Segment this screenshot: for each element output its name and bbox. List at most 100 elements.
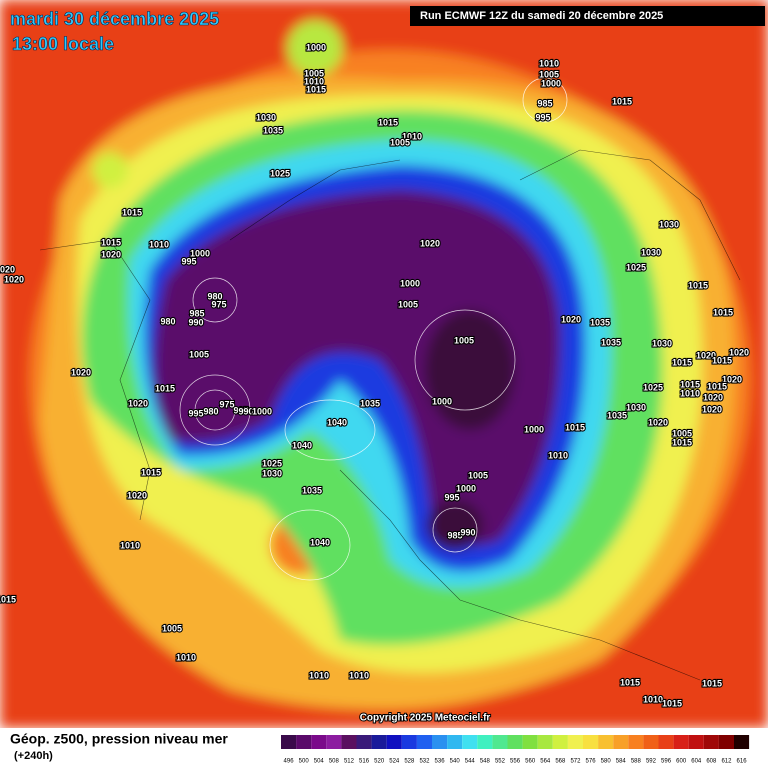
isobar-label: 1005	[398, 299, 418, 309]
coastlines	[39, 149, 741, 681]
colorbar-label: 608	[706, 759, 717, 765]
isobar-label: 1015	[672, 357, 692, 367]
isobar-label: 1020	[420, 238, 440, 248]
colorbar-swatch	[447, 735, 463, 749]
isobar	[284, 399, 376, 461]
run: Run ECMWF 12Z du samedi 20 décembre 2025	[420, 10, 663, 22]
colorbar-swatch	[356, 735, 372, 749]
colorbar-label: 576	[586, 759, 597, 765]
isobar-label: 1015	[620, 677, 640, 687]
isobar-label: 1025	[626, 262, 646, 272]
colorbar-swatch	[673, 735, 689, 749]
isobar-label: 1015	[141, 467, 161, 477]
isobar-label: 1020	[561, 314, 581, 324]
isobar-label: 1030	[641, 247, 661, 257]
isobar-label: 975	[219, 399, 234, 409]
footer-title: Géop. z500, pression niveau mer	[10, 731, 228, 747]
isobar-label: 1005	[162, 623, 182, 633]
date: mardi 30 décembre 2025	[10, 9, 219, 29]
colorbar-label: 564	[540, 759, 551, 765]
isobar-label: 1010	[304, 76, 324, 86]
colorbar-label: 512	[344, 759, 355, 765]
colorbar-swatch	[432, 735, 448, 749]
colorbar-label: 524	[389, 759, 400, 765]
isobar-label: 1005	[672, 428, 692, 438]
isobar-label: 1000	[306, 42, 326, 52]
isobar-label: 1000	[252, 406, 272, 416]
isobar-label: 1020	[696, 350, 716, 360]
colorbar-label: 560	[525, 759, 536, 765]
isobar-label: 1015	[662, 698, 682, 708]
isobar-label: 1010	[643, 694, 663, 704]
isobar-label: 985	[537, 98, 552, 108]
isobar-label: 1020	[128, 398, 148, 408]
colorbar-label: 500	[299, 759, 310, 765]
isobar-label: 1010	[309, 670, 329, 680]
isobar-label: 995	[181, 256, 196, 266]
colorbar-swatch	[296, 735, 312, 749]
colorbar-swatch	[703, 735, 719, 749]
isobar-label: 1035	[590, 317, 610, 327]
isobar-label: 1015	[306, 84, 326, 94]
time: 13:00 locale	[12, 34, 114, 54]
isobar-label: 1015	[680, 379, 700, 389]
isobar-label: 980	[207, 291, 222, 301]
colorbar-label: 536	[435, 759, 446, 765]
colorbar-swatch	[628, 735, 644, 749]
isobar-label: 975	[211, 299, 226, 309]
colorbar-swatch	[567, 735, 583, 749]
isobar-label: 1010	[349, 670, 369, 680]
isobar-label: 1015	[101, 237, 121, 247]
band	[427, 500, 483, 550]
colorbar-label: 516	[359, 759, 370, 765]
isobar	[432, 507, 478, 553]
colorbar-label: 528	[404, 759, 415, 765]
isobar-label: 1015	[702, 678, 722, 688]
isobar	[194, 389, 236, 431]
isobar-label: 995	[535, 112, 550, 122]
isobar-label: 1005	[304, 68, 324, 78]
colorbar-swatch	[643, 735, 659, 749]
colorbar-label: 572	[570, 759, 581, 765]
isobar	[192, 277, 238, 323]
colorbar-label: 540	[450, 759, 461, 765]
colorbar-swatch	[734, 735, 750, 749]
isobar-label: 1000	[190, 248, 210, 258]
colorbar-label: 568	[555, 759, 566, 765]
isobar-label: 1010	[120, 540, 140, 550]
isobar-label: 1005	[468, 470, 488, 480]
isobar-label: 1040	[292, 440, 312, 450]
isobar-label: 1030	[652, 338, 672, 348]
coastline	[519, 149, 741, 281]
colorbar-swatch	[613, 735, 629, 749]
isobar-label: 1015	[122, 207, 142, 217]
colorbar-swatch	[386, 735, 402, 749]
isobar-label: 1000	[456, 483, 476, 493]
colorbar-label: 496	[284, 759, 295, 765]
coastline	[39, 239, 151, 521]
isobar-label: 1020	[127, 490, 147, 500]
isobar	[269, 509, 351, 581]
colorbar-swatch	[507, 735, 523, 749]
colorbar-label: 600	[676, 759, 687, 765]
isobar	[414, 309, 516, 411]
isobar-label: 1015	[713, 307, 733, 317]
isobar-label: 1015	[712, 355, 732, 365]
isobar-label: 1020	[722, 374, 742, 384]
colorbar-swatch	[598, 735, 614, 749]
isobar-label: 1015	[378, 117, 398, 127]
isobar-label: 1015	[612, 96, 632, 106]
colorbar-swatch	[537, 735, 553, 749]
colorbar-label: 504	[314, 759, 325, 765]
isobar-label: 1040	[310, 537, 330, 547]
colorbar-swatch	[371, 735, 387, 749]
isobar-label: 1010	[149, 239, 169, 249]
colorbar-label: 616	[737, 759, 748, 765]
isobar-label: 1020	[71, 367, 91, 377]
isobar-label: 1010	[548, 450, 568, 460]
colorbar-swatch	[401, 735, 417, 749]
isobar-label: 990	[188, 317, 203, 327]
colorbar-swatch	[311, 735, 327, 749]
isobar-label: 1030	[659, 219, 679, 229]
isobar-label: 980	[203, 406, 218, 416]
